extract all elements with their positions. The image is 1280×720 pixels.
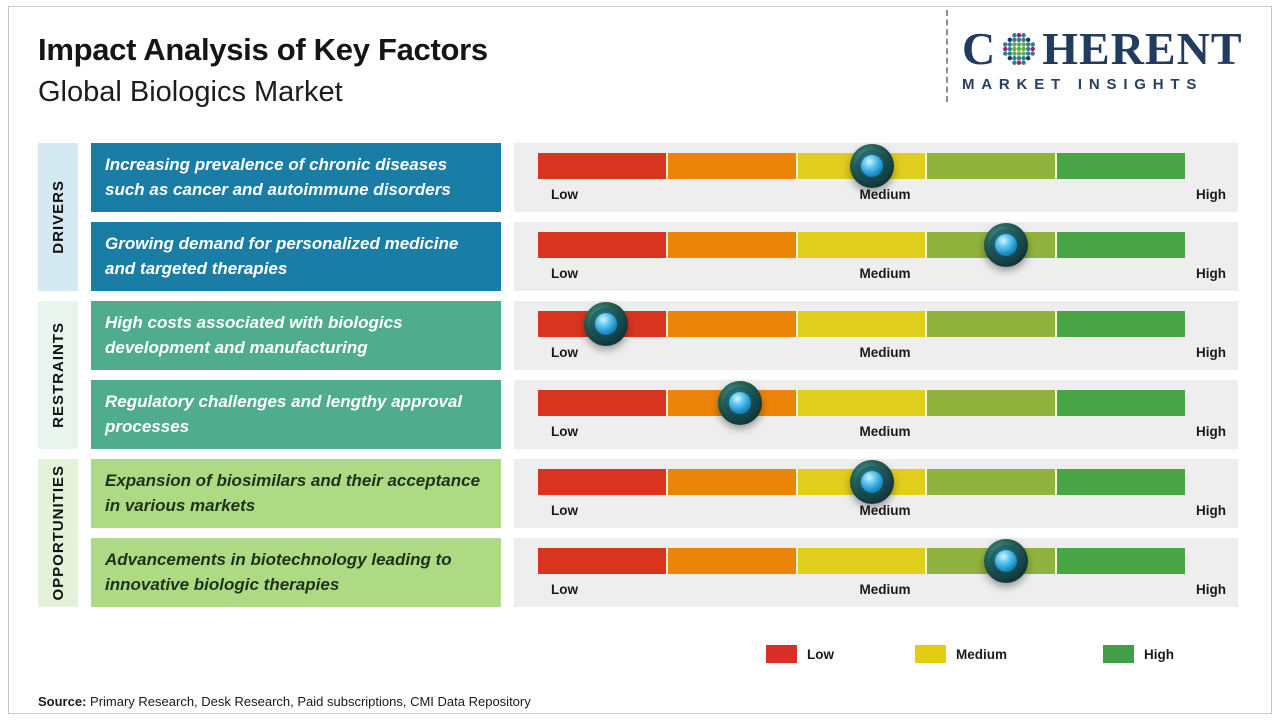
- source-prefix: Source:: [38, 694, 87, 709]
- scale-segment: [1057, 548, 1185, 574]
- scale-segment: [927, 390, 1056, 416]
- brand-wordmark: C HERENT: [962, 26, 1258, 72]
- logo-divider: [946, 10, 948, 102]
- scale-segment: [1057, 311, 1185, 337]
- impact-scale: Low Medium High: [514, 222, 1238, 291]
- factor-box: Growing demand for personalized medicine…: [91, 222, 501, 291]
- impact-scale: Low Medium High: [514, 538, 1238, 607]
- brand-letters-rest: HERENT: [1042, 23, 1243, 74]
- scale-label-low: Low: [551, 187, 578, 202]
- factor-text: Increasing prevalence of chronic disease…: [105, 154, 451, 199]
- impact-marker: [984, 539, 1028, 583]
- impact-gradient-bar: [538, 232, 1185, 258]
- scale-label-medium: Medium: [859, 345, 911, 360]
- brand-tagline: MARKET INSIGHTS: [962, 76, 1204, 93]
- source-line: Source: Primary Research, Desk Research,…: [38, 694, 531, 709]
- legend-label-medium: Medium: [956, 646, 1008, 662]
- group-strip-drivers: DRIVERS: [38, 143, 78, 291]
- scale-label-medium: Medium: [859, 582, 911, 597]
- factor-text: Advancements in biotechnology leading to…: [105, 549, 452, 594]
- scale-segment: [667, 548, 796, 574]
- group-label-restraints: RESTRAINTS: [49, 322, 67, 428]
- scale-label-medium: Medium: [859, 503, 911, 518]
- impact-scale: Low Medium High: [514, 143, 1238, 212]
- impact-marker: [584, 302, 628, 346]
- impact-scale: Low Medium High: [514, 301, 1238, 370]
- title-block: Impact Analysis of Key Factors Global Bi…: [38, 32, 488, 109]
- scale-segment: [1057, 390, 1185, 416]
- factor-box: Increasing prevalence of chronic disease…: [91, 143, 501, 212]
- scale-segment: [538, 232, 666, 258]
- group-strip-restraints: RESTRAINTS: [38, 301, 78, 449]
- factor-text: Expansion of biosimilars and their accep…: [105, 470, 481, 515]
- page-title: Impact Analysis of Key Factors: [38, 32, 488, 67]
- legend-label-low: Low: [807, 646, 834, 662]
- scale-label-high: High: [1196, 187, 1226, 202]
- scale-segment: [1057, 232, 1185, 258]
- factor-box: Expansion of biosimilars and their accep…: [91, 459, 501, 528]
- source-text: Primary Research, Desk Research, Paid su…: [90, 694, 531, 709]
- group-strip-opportunities: OPPORTUNITIES: [38, 459, 78, 607]
- scale-segment: [927, 469, 1056, 495]
- scale-segment: [538, 548, 666, 574]
- impact-marker: [850, 144, 894, 188]
- scale-label-low: Low: [551, 266, 578, 281]
- brand-letter-c: C: [962, 23, 997, 74]
- impact-gradient-bar: [538, 311, 1185, 337]
- scale-segment: [538, 390, 666, 416]
- factor-box: Regulatory challenges and lengthy approv…: [91, 380, 501, 449]
- scale-label-high: High: [1196, 345, 1226, 360]
- scale-label-low: Low: [551, 424, 578, 439]
- scale-label-high: High: [1196, 503, 1226, 518]
- factor-text: Growing demand for personalized medicine…: [105, 233, 459, 278]
- factor-box: High costs associated with biologics dev…: [91, 301, 501, 370]
- impact-gradient-bar: [538, 390, 1185, 416]
- scale-label-medium: Medium: [859, 266, 911, 281]
- scale-segment: [797, 311, 926, 337]
- scale-label-high: High: [1196, 582, 1226, 597]
- scale-label-medium: Medium: [859, 187, 911, 202]
- impact-scale: Low Medium High: [514, 459, 1238, 528]
- factor-box: Advancements in biotechnology leading to…: [91, 538, 501, 607]
- legend-item-low: Low: [766, 645, 834, 663]
- legend-label-high: High: [1144, 646, 1174, 662]
- scale-segment: [797, 390, 926, 416]
- impact-marker: [984, 223, 1028, 267]
- legend-swatch-high: [1103, 645, 1134, 663]
- impact-marker: [718, 381, 762, 425]
- scale-segment: [797, 548, 926, 574]
- scale-segment: [1057, 469, 1185, 495]
- group-label-opportunities: OPPORTUNITIES: [49, 465, 67, 601]
- scale-segment: [667, 311, 796, 337]
- impact-gradient-bar: [538, 548, 1185, 574]
- scale-segment: [667, 469, 796, 495]
- scale-segment: [927, 311, 1056, 337]
- scale-label-low: Low: [551, 503, 578, 518]
- impact-scale: Low Medium High: [514, 380, 1238, 449]
- scale-segment: [667, 232, 796, 258]
- factor-text: High costs associated with biologics dev…: [105, 312, 403, 357]
- scale-segment: [927, 153, 1056, 179]
- scale-label-low: Low: [551, 345, 578, 360]
- scale-label-high: High: [1196, 266, 1226, 281]
- legend-swatch-medium: [915, 645, 946, 663]
- factor-text: Regulatory challenges and lengthy approv…: [105, 391, 463, 436]
- coherent-globe-icon: [1003, 33, 1036, 65]
- legend-item-medium: Medium: [915, 645, 1007, 663]
- scale-segment: [1057, 153, 1185, 179]
- page-subtitle: Global Biologics Market: [38, 76, 343, 108]
- scale-segment: [797, 232, 926, 258]
- impact-marker: [850, 460, 894, 504]
- scale-segment: [538, 469, 666, 495]
- scale-segment: [667, 153, 796, 179]
- group-label-drivers: DRIVERS: [49, 180, 67, 254]
- legend-item-high: High: [1103, 645, 1174, 663]
- impact-matrix: DRIVERS RESTRAINTS OPPORTUNITIES Increas…: [38, 143, 1238, 607]
- scale-label-low: Low: [551, 582, 578, 597]
- legend-swatch-low: [766, 645, 797, 663]
- scale-label-high: High: [1196, 424, 1226, 439]
- scale-label-medium: Medium: [859, 424, 911, 439]
- scale-segment: [538, 153, 666, 179]
- brand-logo: C HERENT MARKET INSIGHTS: [962, 26, 1258, 94]
